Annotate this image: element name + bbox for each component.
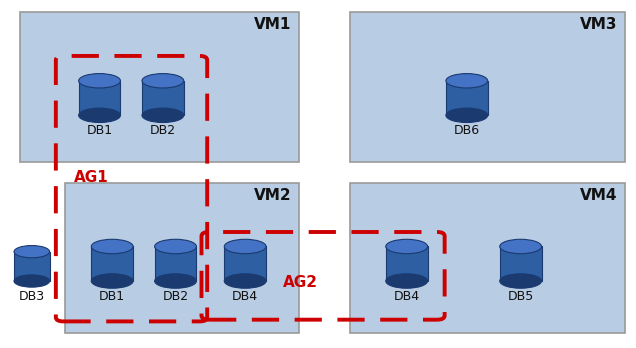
- Polygon shape: [155, 246, 197, 281]
- Ellipse shape: [155, 239, 197, 254]
- FancyBboxPatch shape: [350, 183, 625, 333]
- Text: VM2: VM2: [254, 188, 291, 203]
- FancyBboxPatch shape: [20, 12, 299, 162]
- Ellipse shape: [500, 239, 541, 254]
- Ellipse shape: [142, 108, 184, 122]
- FancyBboxPatch shape: [350, 12, 625, 162]
- Text: VM1: VM1: [254, 17, 291, 32]
- Ellipse shape: [92, 239, 133, 254]
- Ellipse shape: [92, 274, 133, 288]
- Polygon shape: [225, 246, 266, 281]
- Polygon shape: [14, 252, 50, 281]
- Text: VM3: VM3: [580, 17, 618, 32]
- Text: DB4: DB4: [232, 290, 258, 303]
- Text: DB6: DB6: [453, 124, 480, 137]
- Text: DB1: DB1: [86, 124, 113, 137]
- Text: VM4: VM4: [580, 188, 618, 203]
- Ellipse shape: [446, 73, 488, 88]
- Ellipse shape: [446, 108, 488, 122]
- Polygon shape: [386, 246, 427, 281]
- Text: DB2: DB2: [150, 124, 176, 137]
- Text: DB2: DB2: [162, 290, 189, 303]
- Polygon shape: [92, 246, 133, 281]
- Ellipse shape: [14, 246, 50, 258]
- Ellipse shape: [14, 275, 50, 287]
- Text: AG1: AG1: [74, 170, 109, 185]
- Ellipse shape: [225, 239, 266, 254]
- Text: DB4: DB4: [394, 290, 420, 303]
- Ellipse shape: [79, 73, 120, 88]
- Ellipse shape: [225, 274, 266, 288]
- Ellipse shape: [386, 274, 427, 288]
- Polygon shape: [142, 81, 184, 115]
- Text: DB1: DB1: [99, 290, 125, 303]
- Text: DB3: DB3: [18, 290, 45, 303]
- Polygon shape: [500, 246, 541, 281]
- Ellipse shape: [142, 73, 184, 88]
- FancyBboxPatch shape: [65, 183, 299, 333]
- Ellipse shape: [386, 239, 427, 254]
- Ellipse shape: [500, 274, 541, 288]
- Text: DB5: DB5: [508, 290, 534, 303]
- Text: AG2: AG2: [283, 275, 318, 290]
- Ellipse shape: [155, 274, 197, 288]
- Polygon shape: [79, 81, 120, 115]
- Polygon shape: [446, 81, 488, 115]
- Ellipse shape: [79, 108, 120, 122]
